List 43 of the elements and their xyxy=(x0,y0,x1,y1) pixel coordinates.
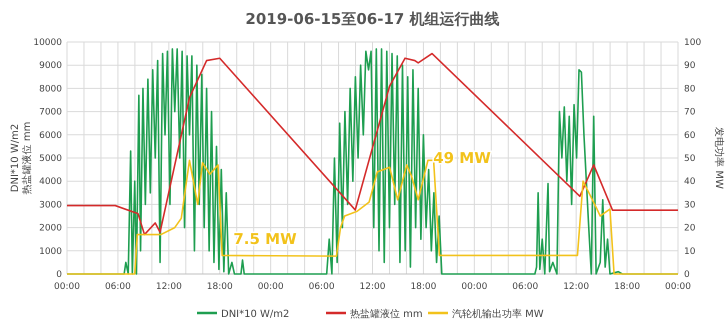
annotation: 49 MW xyxy=(433,149,492,167)
y-tick-label: 6000 xyxy=(39,130,62,141)
x-tick-label: 06:00 xyxy=(104,282,132,292)
y-tick-label: 5000 xyxy=(39,154,62,164)
x-tick-label: 18:00 xyxy=(206,282,233,292)
y2-tick-label: 100 xyxy=(684,38,702,48)
y2-tick-label: 40 xyxy=(684,177,696,188)
y-tick-label: 2000 xyxy=(39,224,62,234)
x-tick-label: 00:00 xyxy=(54,282,80,292)
x-tick-label: 18:00 xyxy=(410,282,437,292)
legend-label: DNI*10 W/m2 xyxy=(221,309,290,320)
y2-tick-label: 50 xyxy=(684,154,696,164)
x-tick-label: 12:00 xyxy=(156,282,182,292)
y2-tick-label: 80 xyxy=(684,84,696,94)
x-tick-label: 06:00 xyxy=(308,282,335,292)
y-tick-label: 9000 xyxy=(39,61,62,72)
x-tick-label: 12:00 xyxy=(360,282,386,292)
annotation: 7.5 MW xyxy=(233,230,298,248)
y-tick-label: 10000 xyxy=(33,38,62,48)
y2-tick-label: 30 xyxy=(684,200,696,210)
x-tick-label: 12:00 xyxy=(563,282,590,292)
y-tick-label: 4000 xyxy=(39,177,62,188)
y2-tick-label: 0 xyxy=(684,270,690,280)
y-tick-label: 0 xyxy=(56,270,62,280)
x-tick-label: 00:00 xyxy=(461,282,488,292)
x-tick-label: 00:00 xyxy=(665,282,692,292)
y-axis-title: DNI*10 W/m2 热盐罐液位 mm xyxy=(10,122,33,194)
y-tick-label: 7000 xyxy=(39,108,62,118)
chart-title: 2019-06-15至06-17 机组运行曲线 xyxy=(245,10,500,28)
y2-axis-title: 发电功率 MW xyxy=(713,127,725,189)
y-tick-label: 3000 xyxy=(39,200,62,210)
x-tick-label: 00:00 xyxy=(258,282,284,292)
y2-tick-label: 70 xyxy=(684,108,696,118)
y2-tick-label: 20 xyxy=(684,224,696,234)
y2-tick-label: 60 xyxy=(684,130,696,141)
legend-label: 汽轮机输出功率 MW xyxy=(452,308,544,320)
y2-tick-label: 10 xyxy=(684,246,696,257)
x-tick-label: 06:00 xyxy=(512,282,538,292)
y2-tick-label: 90 xyxy=(684,61,696,72)
x-tick-label: 18:00 xyxy=(614,282,640,292)
legend-label: 热盐罐液位 mm xyxy=(350,308,423,320)
y-tick-label: 8000 xyxy=(39,84,62,94)
y-tick-label: 1000 xyxy=(39,246,62,257)
